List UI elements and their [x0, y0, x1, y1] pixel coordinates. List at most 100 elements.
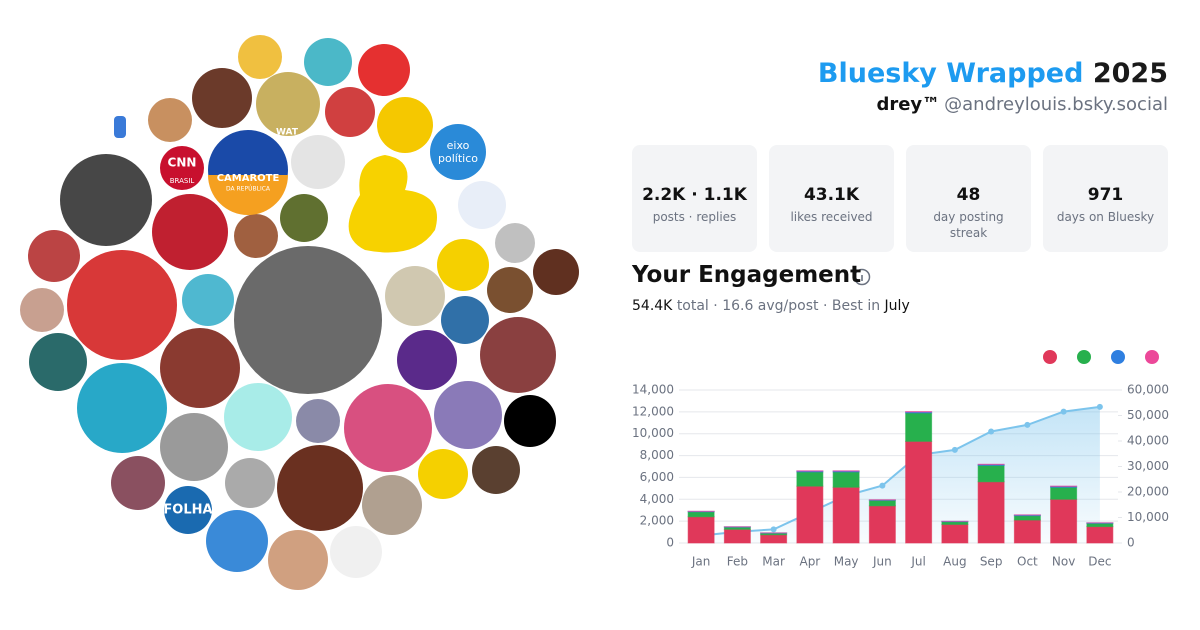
avatar[interactable] — [224, 383, 292, 451]
stat-card: 48 day posting streak — [906, 145, 1031, 252]
bar-segment — [760, 534, 788, 544]
avatar[interactable] — [148, 98, 192, 142]
avatar[interactable] — [111, 456, 165, 510]
avatar[interactable] — [377, 97, 433, 153]
stat-value: 971 — [1087, 185, 1124, 205]
bar-segment — [868, 505, 896, 544]
best: July — [884, 298, 910, 314]
avatar[interactable] — [325, 87, 375, 137]
avatar[interactable] — [160, 328, 240, 408]
avatar[interactable] — [434, 381, 502, 449]
avatar[interactable] — [29, 333, 87, 391]
avatar[interactable] — [234, 214, 278, 258]
avatar[interactable] — [60, 154, 152, 246]
line-point — [770, 526, 777, 533]
avatar[interactable] — [234, 246, 382, 394]
avatar-label: eixo — [447, 139, 470, 152]
avatar[interactable] — [160, 146, 204, 190]
avatar[interactable] — [192, 68, 252, 128]
avatar[interactable] — [504, 395, 556, 447]
avatar[interactable] — [280, 194, 328, 242]
legend-icon[interactable] — [1043, 350, 1057, 364]
bar-segment — [1050, 498, 1078, 544]
y2-tick-label: 10,000 — [1127, 510, 1169, 524]
avatar[interactable] — [77, 363, 167, 453]
stat-card: 971 days on Bluesky — [1043, 145, 1168, 252]
avatar-label: FOLHA — [163, 503, 212, 518]
avatar[interactable] — [28, 230, 80, 282]
avatar[interactable] — [495, 223, 535, 263]
x-tick-label: Nov — [1052, 555, 1075, 569]
x-tick-label: Jan — [691, 555, 711, 569]
avatar[interactable] — [533, 249, 579, 295]
avatar[interactable] — [304, 38, 352, 86]
avatar[interactable] — [67, 250, 177, 360]
avatar[interactable] — [182, 274, 234, 326]
bar-segment — [832, 486, 860, 544]
avatar[interactable] — [441, 296, 489, 344]
engagement-title: Your Engagement — [632, 262, 862, 288]
legend-icon[interactable] — [1111, 350, 1125, 364]
avatar-label: DA REPÚBLICA — [226, 186, 271, 193]
stat-card: 2.2K · 1.1K posts · replies — [632, 145, 757, 252]
avatar[interactable] — [330, 526, 382, 578]
bottle — [114, 116, 126, 138]
y-tick-label: 0 — [666, 536, 674, 550]
avatar[interactable] — [437, 239, 489, 291]
avatar[interactable] — [430, 124, 486, 180]
legend-icon[interactable] — [1145, 350, 1159, 364]
avatar[interactable] — [277, 445, 363, 531]
avatar[interactable] — [206, 510, 268, 572]
avatar[interactable] — [472, 446, 520, 494]
avatar[interactable] — [256, 72, 320, 136]
bar-segment — [1013, 515, 1041, 521]
avatar-duck — [348, 155, 437, 253]
avatar[interactable] — [480, 317, 556, 393]
bar-segment — [905, 440, 933, 544]
bar-segment — [868, 499, 896, 507]
y-tick-label: 4,000 — [640, 492, 674, 506]
legend-icon[interactable] — [1077, 350, 1091, 364]
avatar[interactable] — [458, 181, 506, 229]
x-tick-label: Feb — [727, 555, 748, 569]
avatar[interactable] — [291, 135, 345, 189]
handle: @andreylouis.bsky.social — [944, 94, 1168, 115]
y2-tick-label: 50,000 — [1127, 408, 1169, 422]
avatar[interactable] — [418, 449, 468, 499]
avatar[interactable] — [296, 399, 340, 443]
bar-segment — [1086, 526, 1114, 544]
avatar[interactable] — [164, 486, 212, 534]
avatar[interactable] — [238, 35, 282, 79]
x-tick-label: Apr — [799, 555, 820, 569]
display-name: drey™ — [876, 94, 941, 115]
camarote-bottom — [208, 175, 288, 215]
avatar[interactable] — [358, 44, 410, 96]
y-tick-label: 12,000 — [632, 404, 674, 418]
avatar[interactable] — [385, 266, 445, 326]
avatar[interactable] — [362, 475, 422, 535]
x-tick-label: Aug — [943, 555, 966, 569]
avatar[interactable] — [397, 330, 457, 390]
avatar-label: político — [438, 152, 478, 165]
avatar[interactable] — [268, 530, 328, 590]
line — [701, 405, 1101, 537]
bar-segment — [796, 471, 824, 487]
avatar-label: CAMAROTE — [217, 173, 280, 184]
title-brand: Bluesky Wrapped — [817, 58, 1084, 89]
avatar-label: BRASIL — [170, 177, 195, 185]
avatar[interactable] — [487, 267, 533, 313]
bar-segment — [687, 516, 715, 544]
info-icon[interactable] — [853, 268, 871, 286]
user[interactable]: drey™ @andreylouis.bsky.social — [876, 94, 1168, 115]
bar-segment — [1050, 486, 1078, 500]
y2-tick-label: 40,000 — [1127, 434, 1169, 448]
avatar[interactable] — [152, 194, 228, 270]
x-tick-label: Jul — [910, 555, 925, 569]
avatar[interactable] — [20, 288, 64, 332]
avatar[interactable] — [225, 458, 275, 508]
stat-value: 43.1K — [803, 185, 860, 205]
avatar[interactable] — [160, 413, 228, 481]
avatar[interactable] — [344, 384, 432, 472]
y-tick-label: 2,000 — [640, 514, 674, 528]
x-tick-label: Dec — [1088, 555, 1111, 569]
